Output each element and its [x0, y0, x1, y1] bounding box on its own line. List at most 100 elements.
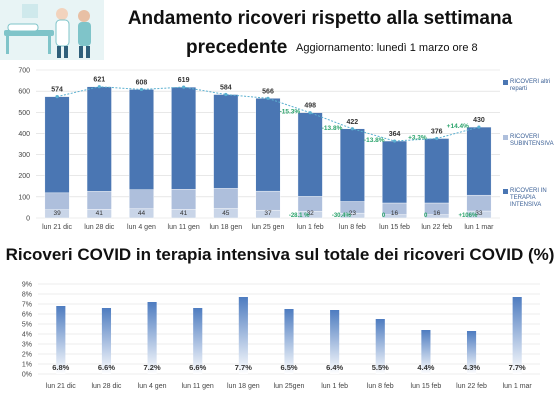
c2-bar	[238, 297, 248, 374]
c1-trend-line	[55, 85, 481, 143]
c1-bar-altri	[424, 138, 450, 204]
c1-bar-subintensiva	[297, 196, 323, 212]
c1-icu-change-label: 0	[382, 213, 386, 219]
c2-x-tick: lun 25gen	[274, 383, 305, 390]
c2-bar	[375, 319, 385, 374]
c1-bar-subintensiva	[171, 189, 197, 210]
c1-y-tick: 600	[18, 89, 30, 96]
legend-swatch-altri	[503, 80, 508, 85]
c1-bar-altri	[339, 128, 365, 202]
c1-trend-polyline	[56, 86, 480, 142]
percentage-bar-chart: 0% 1% 2% 3% 4% 5% 6% 7% 8% 9% 6.8% lun 21 dic 6.6% l…	[22, 282, 540, 390]
c1-bar-altri	[213, 94, 239, 189]
c1-y-tick: 0	[26, 216, 30, 223]
c2-value-label: 4.3%	[463, 363, 480, 372]
c1-y-tick: 700	[18, 68, 30, 75]
c2-bar	[421, 330, 431, 374]
c1-trend-pct-label: +14.4%	[447, 123, 469, 130]
c1-x-tick: lun 1 mar	[464, 224, 494, 231]
c2-bar	[466, 331, 477, 374]
c1-bar-subintensiva	[44, 192, 70, 210]
c2-x-tick: lun 11 gen	[182, 383, 214, 390]
c1-bar-altri	[129, 89, 154, 190]
c2-x-tick: lun 15 feb	[411, 383, 442, 390]
c2-value-label: 7.7%	[235, 363, 252, 372]
c1-y-tick: 400	[18, 131, 30, 138]
c1-bar-subintensiva	[213, 188, 239, 209]
c2-x-tick: lun 22 feb	[456, 383, 487, 390]
c1-icu-value-label: 39	[53, 210, 61, 217]
c2-labels: 6.8% lun 21 dic 6.6% lun 28 dic 7.2% lun 4 ge…	[46, 363, 533, 390]
c2-value-label: 6.5%	[280, 363, 297, 372]
c2-bar	[512, 297, 522, 374]
c2-x-tick: lun 1 mar	[503, 383, 533, 390]
c2-value-label: 4.4%	[417, 363, 434, 372]
c2-value-label: 6.4%	[326, 363, 343, 372]
c2-bars	[56, 297, 522, 374]
c2-y-tick: 0%	[22, 372, 32, 379]
c2-x-tick: lun 4 gen	[138, 383, 167, 390]
c2-y-tick: 6%	[22, 312, 32, 319]
c2-value-label: 7.2%	[144, 363, 161, 372]
c1-total-label: 422	[347, 119, 359, 126]
c2-value-label: 7.7%	[509, 363, 526, 372]
c1-trend-point	[139, 87, 144, 92]
legend-swatch-subintensiva	[503, 135, 508, 140]
c1-icu-value-label: 45	[222, 210, 230, 217]
c2-bar	[284, 309, 294, 374]
c1-total-label: 430	[473, 117, 485, 124]
c1-trend-point	[182, 85, 186, 89]
c1-icu-value-label: 33	[475, 210, 483, 217]
c2-x-tick: lun 18 gen	[227, 383, 260, 390]
c1-total-label: 608	[136, 79, 148, 86]
c1-total-label: 584	[220, 85, 232, 92]
stacked-bar-chart: 0 100 200 300 400 500 600 700 574 39 lun 21 dic 62…	[18, 68, 500, 231]
c2-bar	[101, 308, 112, 374]
c1-icu-value-label: 44	[138, 210, 146, 217]
c1-bar-altri	[171, 86, 197, 190]
c1-icu-change-label: 0	[424, 213, 428, 219]
c2-value-label: 6.6%	[189, 363, 206, 372]
c1-trend-pct-label: -13.8%	[364, 137, 385, 144]
c2-value-label: 6.8%	[52, 363, 69, 372]
c2-bar	[56, 306, 66, 374]
c1-x-tick: lun 28 dic	[84, 224, 114, 231]
c1-bar-altri	[86, 86, 112, 192]
c1-trend-point	[477, 125, 481, 129]
c1-icu-value-label: 16	[391, 210, 399, 217]
c1-icu-change-label: -28.1 %	[289, 213, 310, 219]
c2-x-tick: lun 1 feb	[321, 383, 348, 390]
c2-y-tick: 2%	[22, 352, 32, 359]
c1-bar-subintensiva	[86, 191, 112, 210]
c1-trend-point	[224, 92, 228, 97]
legend-label-altri: RICOVERI altri reparti	[510, 79, 551, 92]
c1-trend-point	[97, 85, 101, 89]
c1-bar-subintensiva	[466, 194, 492, 212]
c1-y-tick: 200	[18, 173, 30, 180]
c1-icu-value-label: 37	[264, 210, 272, 217]
c1-bar-altri	[44, 96, 70, 194]
c2-y-tick: 9%	[22, 282, 32, 289]
c2-y-tick: 5%	[22, 322, 32, 329]
c1-y-tick: 500	[18, 110, 30, 117]
c1-icu-value-label: 23	[349, 210, 357, 217]
c1-trend-pct-label: -15.3%	[280, 109, 301, 116]
c1-x-tick: lun 21 dic	[42, 224, 72, 231]
c1-labels: 574 39 lun 21 dic 621 41 lun 28 dic 608 44 lun 4…	[42, 77, 494, 231]
legend-label-subintensiva: RICOVERI SUBINTENSIVA	[510, 134, 554, 147]
update-timestamp: Aggiornamento: lunedì 1 marzo ore 8	[296, 42, 478, 54]
c2-x-tick: lun 21 dic	[46, 383, 76, 390]
legend-swatch-terapia	[503, 189, 508, 194]
c1-x-tick: lun 22 feb	[421, 224, 452, 231]
c2-bar	[147, 302, 157, 374]
c1-x-tick: lun 1 feb	[297, 224, 324, 231]
c1-total-label: 574	[51, 87, 63, 94]
hospital-illustration	[0, 0, 104, 60]
c2-value-label: 5.5%	[372, 363, 389, 372]
c1-x-tick: lun 11 gen	[168, 224, 200, 231]
c2-y-tick: 1%	[22, 362, 32, 369]
c1-total-label: 621	[93, 77, 105, 84]
c2-bar	[330, 310, 340, 374]
c1-trend-point	[350, 127, 354, 131]
c1-total-label: 619	[178, 77, 190, 84]
